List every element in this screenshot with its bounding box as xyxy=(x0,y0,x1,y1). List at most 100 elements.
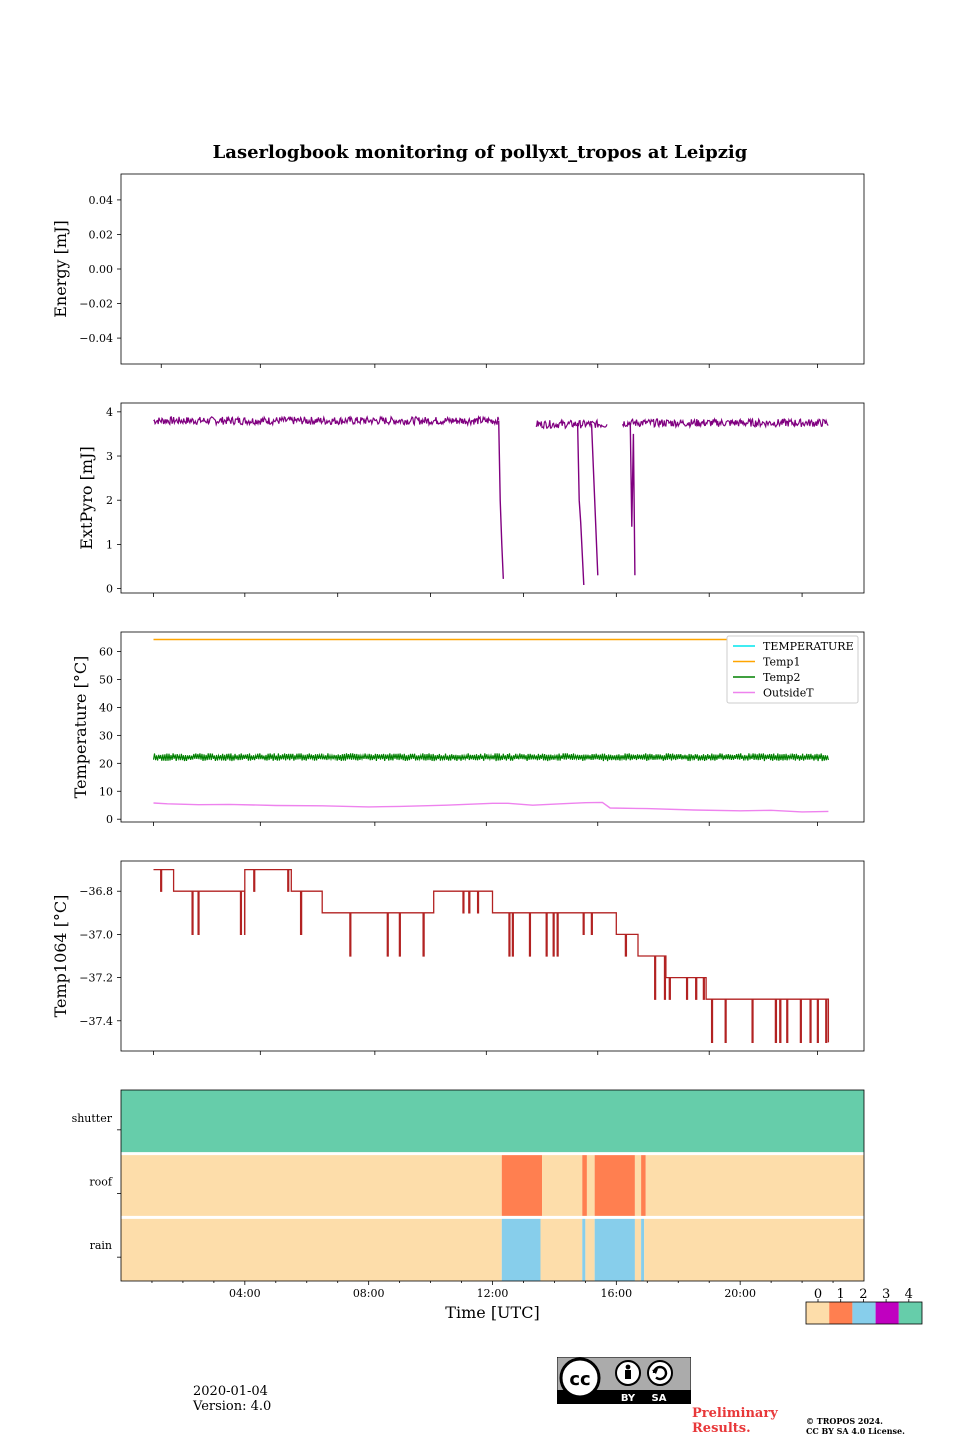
legend-box xyxy=(726,635,859,704)
rain-status-segment xyxy=(644,1217,864,1281)
preliminary-results-note: Preliminary Results. xyxy=(692,1406,778,1436)
cc-sa-label: SA xyxy=(652,1393,667,1404)
y-tick-label: 0.04 xyxy=(89,194,114,207)
colorbar-swatch xyxy=(875,1302,899,1324)
roof-status-segment xyxy=(501,1153,543,1218)
y-tick-label: −36.8 xyxy=(79,885,113,898)
outsidet-line xyxy=(153,801,829,813)
legend-entry: Temp2 xyxy=(763,671,800,684)
y-tick-label: 60 xyxy=(99,646,113,659)
x-tick-label: 08:00 xyxy=(353,1287,385,1300)
y-axis-label: ExtPyro [mJ] xyxy=(77,446,96,549)
roof-status-segment xyxy=(634,1153,642,1218)
date-label: 2020-01-04 xyxy=(193,1384,268,1399)
extpyro-line-segment xyxy=(535,418,608,430)
roof-status-segment xyxy=(582,1153,587,1218)
roof-status-segment xyxy=(121,1153,502,1218)
extpyro-drop xyxy=(589,421,599,576)
copyright-note: © TROPOS 2024. CC BY SA 4.0 License. xyxy=(806,1416,905,1436)
y-tick-label: 0 xyxy=(106,583,113,596)
y-tick-label: 0.00 xyxy=(89,263,114,276)
temperature-panel: 0 10 20 30 40 50 60 Temperature [°C] TEMPERATURE… xyxy=(71,631,865,826)
roof-status-segment xyxy=(594,1153,635,1218)
extpyro-drop xyxy=(576,422,585,586)
extpyro-drop xyxy=(629,425,636,576)
roof-status-segment xyxy=(542,1153,583,1218)
y-axis-label: Temperature [°C] xyxy=(71,656,90,799)
temp1064-line xyxy=(153,868,830,1044)
y-tick-label: 2 xyxy=(106,494,113,507)
x-axis-label: Time [UTC] xyxy=(445,1303,539,1322)
extpyro-line-segment xyxy=(153,415,500,428)
legend-entry: TEMPERATURE xyxy=(763,640,854,653)
y-tick-label: −37.4 xyxy=(79,1015,113,1028)
colorbar-tick-label: 0 xyxy=(814,1287,822,1302)
x-tick-label: 04:00 xyxy=(229,1287,261,1300)
y-tick-label: 3 xyxy=(106,450,113,463)
colorbar-swatch xyxy=(898,1302,922,1324)
plot-frame xyxy=(120,860,865,1052)
y-tick-label: 0.02 xyxy=(89,228,114,241)
temp2-line xyxy=(152,752,829,762)
y-tick-label: 4 xyxy=(106,406,113,419)
x-tick-label: 20:00 xyxy=(724,1287,756,1300)
y-tick-label: 1 xyxy=(106,538,113,551)
temp1064-panel: −36.8 −37.0 −37.2 −37.4 Temp1064 [°C] xyxy=(51,860,865,1055)
cc-license-badge: cc BY SA xyxy=(557,1357,691,1404)
y-tick-label: −37.2 xyxy=(79,972,113,985)
y-axis-label: Temp1064 [°C] xyxy=(51,895,70,1018)
extpyro-line-segment xyxy=(621,417,829,429)
shutter-status-segment xyxy=(121,1090,864,1154)
rain-status-segment xyxy=(641,1217,645,1281)
colorbar-swatch xyxy=(852,1302,876,1324)
cc-icon xyxy=(559,1357,601,1399)
colorbar-tick-label: 2 xyxy=(859,1287,867,1302)
y-tick-label: 0 xyxy=(106,813,113,826)
colorbar-tick-label: 4 xyxy=(905,1287,913,1302)
colorbar-tick-label: 3 xyxy=(882,1287,890,1302)
status-heatmap-panel: shutter roof rain 04:00 08:00 12:00 16:00 20:00… xyxy=(72,1089,865,1322)
y-tick-label: 10 xyxy=(99,785,113,798)
extpyro-panel: 0 1 2 3 4 ExtPyro [mJ] xyxy=(77,402,865,597)
rain-status-segment xyxy=(585,1217,595,1281)
preliminary-line-2: Results. xyxy=(692,1421,751,1436)
row-label: rain xyxy=(90,1239,112,1252)
plot-frame xyxy=(120,402,865,594)
y-axis-label: Energy [mJ] xyxy=(51,220,70,318)
plot-frame xyxy=(120,173,865,365)
x-tick-label: 12:00 xyxy=(477,1287,509,1300)
rain-status-segment xyxy=(582,1217,586,1281)
y-tick-label: −37.0 xyxy=(79,928,113,941)
roof-status-segment xyxy=(641,1153,646,1218)
y-tick-label: 40 xyxy=(99,701,113,714)
roof-status-segment xyxy=(586,1153,595,1218)
sa-icon xyxy=(647,1360,673,1386)
cc-by-label: BY xyxy=(621,1393,636,1404)
y-tick-label: 50 xyxy=(99,674,113,687)
legend-entry: OutsideT xyxy=(763,687,814,700)
y-tick-label: 20 xyxy=(99,757,113,770)
figure-title: Laserlogbook monitoring of pollyxt_tropo… xyxy=(213,142,748,163)
colorbar-frame xyxy=(805,1301,923,1325)
colorbar-swatch xyxy=(829,1302,853,1324)
plot-frame xyxy=(120,631,865,823)
rain-status-segment xyxy=(540,1217,583,1281)
version-label: Version: 4.0 xyxy=(193,1399,272,1414)
colorbar-tick-label: 1 xyxy=(837,1287,845,1302)
copyright-line-1: © TROPOS 2024. xyxy=(806,1416,883,1426)
rain-status-segment xyxy=(121,1217,502,1281)
rain-status-segment xyxy=(594,1217,635,1281)
cc-icon-letters: cc xyxy=(569,1369,590,1390)
energy-panel: 0.04 0.02 0.00 −0.02 −0.04 Energy [mJ] xyxy=(51,173,865,368)
y-tick-label: −0.02 xyxy=(79,298,113,311)
row-label: roof xyxy=(89,1176,113,1189)
copyright-line-2: CC BY SA 4.0 License. xyxy=(806,1426,905,1436)
rain-status-segment xyxy=(634,1217,642,1281)
x-tick-label: 16:00 xyxy=(600,1287,632,1300)
row-label: shutter xyxy=(72,1112,113,1125)
colorbar-swatch xyxy=(806,1302,830,1324)
roof-status-segment xyxy=(645,1153,864,1218)
date-version-block: 2020-01-04 Version: 4.0 xyxy=(193,1384,271,1414)
